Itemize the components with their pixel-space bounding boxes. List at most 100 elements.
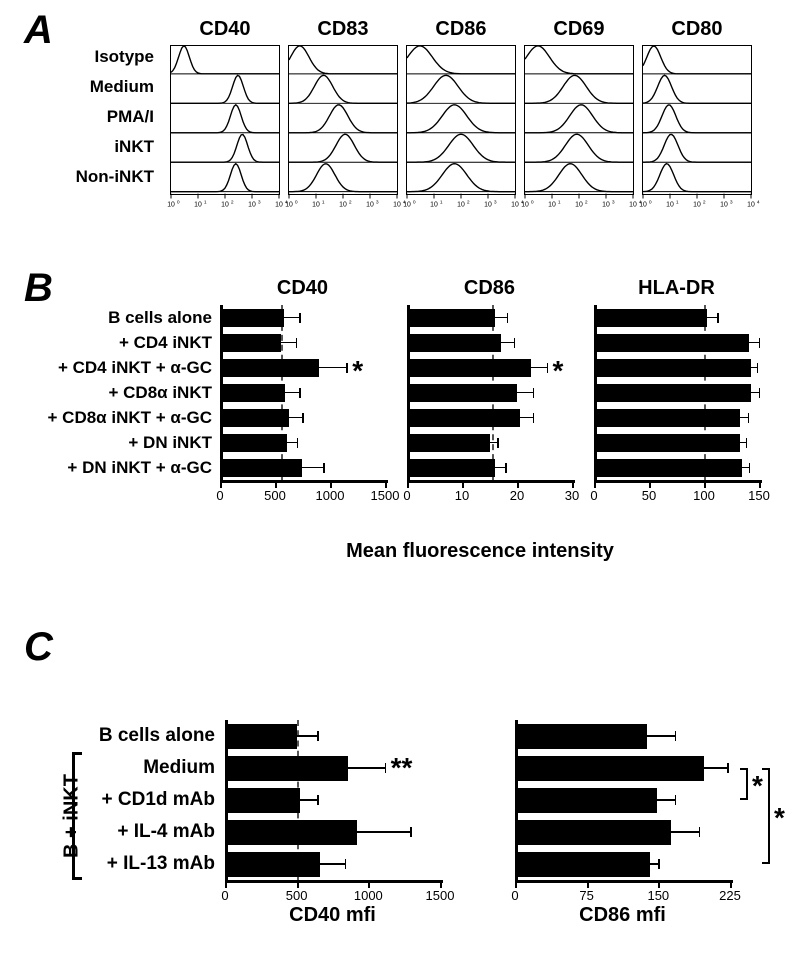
bar <box>597 434 740 452</box>
chart-axis-label: CD86 mfi <box>515 904 730 927</box>
svg-text:10: 10 <box>221 201 229 208</box>
bar-row-label: B cells alone <box>0 725 215 747</box>
significance-marker: ** <box>391 752 413 784</box>
tick-label: 0 <box>216 488 223 503</box>
significance-marker: * <box>352 355 363 387</box>
bar <box>410 434 490 452</box>
svg-text:10: 10 <box>430 201 438 208</box>
bar <box>228 756 348 781</box>
svg-text:10: 10 <box>457 201 465 208</box>
bar-row-label: Medium <box>0 757 215 779</box>
side-group-label: B + iNKT <box>60 774 83 858</box>
tick-label: 225 <box>719 888 741 903</box>
svg-text:10: 10 <box>248 201 256 208</box>
hist-row-label: iNKT <box>0 137 154 157</box>
bar <box>410 409 520 427</box>
significance-marker: * <box>774 802 785 834</box>
svg-text:4: 4 <box>757 199 760 205</box>
bar-row-label: + DN iNKT + α-GC <box>0 458 212 478</box>
bar <box>223 409 289 427</box>
tick-label: 500 <box>286 888 308 903</box>
bar <box>410 359 531 377</box>
bar <box>518 756 704 781</box>
svg-text:1: 1 <box>204 199 207 205</box>
bar <box>597 409 740 427</box>
bar <box>597 384 751 402</box>
tick-label: 0 <box>403 488 410 503</box>
bar-row-label: + CD4 iNKT <box>0 333 212 353</box>
bar <box>223 434 287 452</box>
bar-row-label: + CD8α iNKT <box>0 383 212 403</box>
bar <box>410 459 495 477</box>
svg-text:10: 10 <box>666 201 674 208</box>
tick-label: 1500 <box>371 488 400 503</box>
svg-text:2: 2 <box>585 199 588 205</box>
bar-row-label: + CD4 iNKT + α-GC <box>0 358 212 378</box>
svg-text:10: 10 <box>747 201 755 208</box>
svg-text:2: 2 <box>349 199 352 205</box>
bar <box>223 359 319 377</box>
bar <box>228 788 300 813</box>
chart-title: CD86 <box>407 277 572 300</box>
bar <box>410 309 495 327</box>
svg-text:10: 10 <box>194 201 202 208</box>
bar-row-label: B cells alone <box>0 308 212 328</box>
svg-text:10: 10 <box>484 201 492 208</box>
bar-row-label: + IL-4 mAb <box>0 821 215 843</box>
tick-label: 10 <box>455 488 469 503</box>
svg-text:10: 10 <box>285 201 293 208</box>
hist-row-label: Medium <box>0 77 154 97</box>
panel-B-axis-label: Mean fluorescence intensity <box>320 540 640 563</box>
tick-label: 1000 <box>316 488 345 503</box>
svg-text:1: 1 <box>322 199 325 205</box>
bar-row-label: + CD1d mAb <box>0 789 215 811</box>
svg-text:10: 10 <box>693 201 701 208</box>
tick-label: 0 <box>221 888 228 903</box>
svg-text:2: 2 <box>703 199 706 205</box>
hist-header: CD83 <box>288 18 398 41</box>
bar <box>228 724 297 749</box>
chart-title: HLA-DR <box>594 277 759 300</box>
significance-marker: * <box>553 355 564 387</box>
bar <box>597 459 742 477</box>
bar-row-label: + DN iNKT <box>0 433 212 453</box>
svg-text:10: 10 <box>720 201 728 208</box>
bar <box>223 334 281 352</box>
svg-text:10: 10 <box>393 201 401 208</box>
svg-text:2: 2 <box>231 199 234 205</box>
svg-text:10: 10 <box>511 201 519 208</box>
svg-text:1: 1 <box>558 199 561 205</box>
svg-text:10: 10 <box>339 201 347 208</box>
bar <box>410 334 501 352</box>
svg-text:10: 10 <box>366 201 374 208</box>
hist-header: CD40 <box>170 18 280 41</box>
svg-text:0: 0 <box>295 199 298 205</box>
bar <box>228 852 320 877</box>
svg-text:2: 2 <box>467 199 470 205</box>
bar-row-label: + CD8α iNKT + α-GC <box>0 408 212 428</box>
svg-text:10: 10 <box>275 201 283 208</box>
bar <box>223 384 285 402</box>
bar <box>223 309 284 327</box>
bar <box>518 724 647 749</box>
tick-label: 30 <box>565 488 579 503</box>
svg-text:3: 3 <box>612 199 615 205</box>
chart-title: CD40 <box>220 277 385 300</box>
hist-box: 100101102103104 <box>642 45 752 195</box>
svg-text:3: 3 <box>258 199 261 205</box>
svg-text:0: 0 <box>649 199 652 205</box>
tick-label: 75 <box>579 888 593 903</box>
bar <box>597 334 749 352</box>
svg-text:10: 10 <box>548 201 556 208</box>
hist-header: CD80 <box>642 18 752 41</box>
hist-header: CD69 <box>524 18 634 41</box>
svg-text:0: 0 <box>413 199 416 205</box>
hist-box: 100101102103104 <box>406 45 516 195</box>
tick-label: 150 <box>647 888 669 903</box>
hist-header: CD86 <box>406 18 516 41</box>
svg-text:10: 10 <box>521 201 529 208</box>
svg-text:10: 10 <box>639 201 647 208</box>
svg-text:1: 1 <box>676 199 679 205</box>
bar <box>518 820 671 845</box>
tick-label: 0 <box>590 488 597 503</box>
